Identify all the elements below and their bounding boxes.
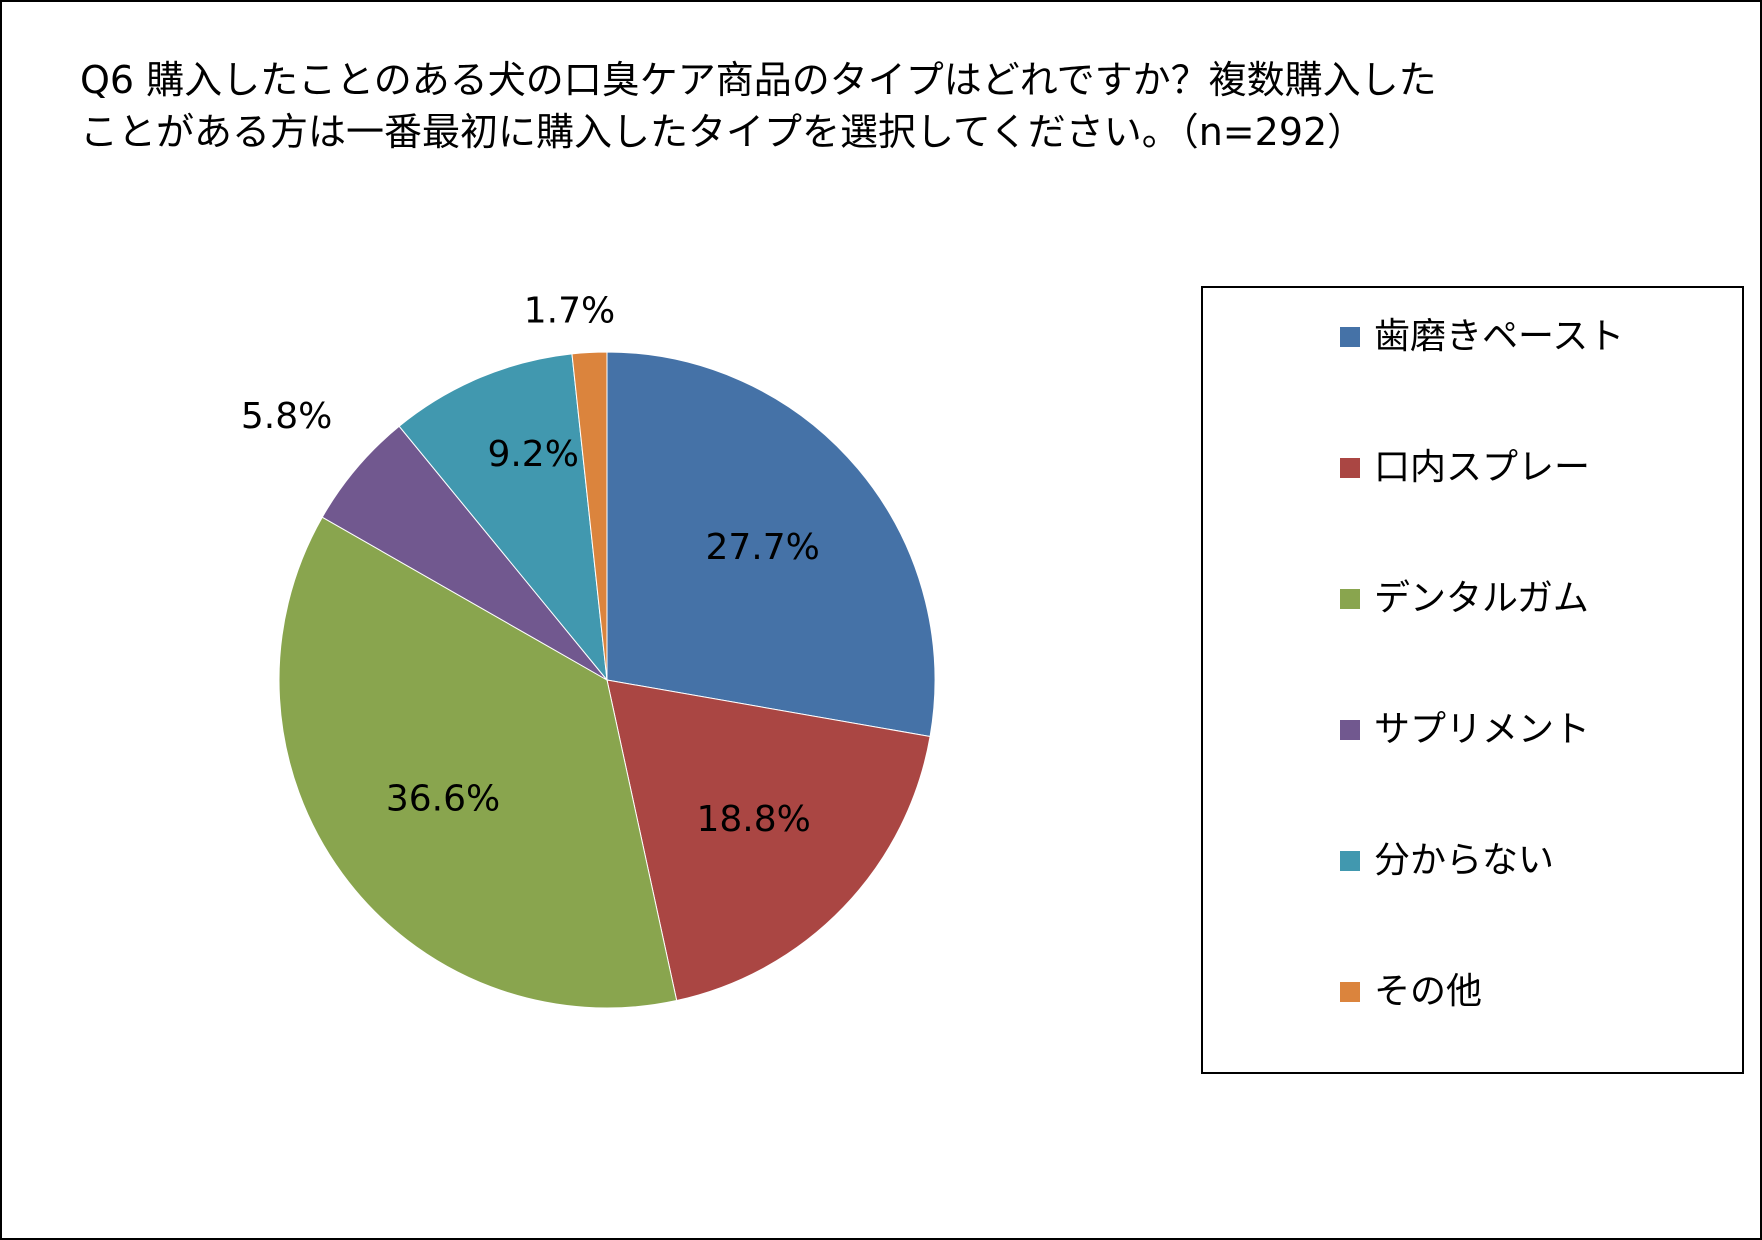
pie-data-label: 1.7% [524, 291, 615, 332]
legend-label: 歯磨きペースト [1374, 316, 1625, 357]
legend-item: 分からない [1340, 836, 1554, 886]
pie-slice [606, 679, 931, 1002]
chart-title: Q6 購入したことのある犬の口臭ケア商品のタイプはどれですか？複数購入した こと… [80, 54, 1580, 158]
legend-label: 分からない [1374, 840, 1555, 881]
pie-data-label: 36.6% [386, 778, 500, 819]
pie-slice [278, 516, 678, 1009]
legend-item: 歯磨きペースト [1340, 312, 1624, 362]
legend-label: デンタルガム [1374, 578, 1589, 619]
pie-data-label: 27.7% [706, 527, 820, 568]
pie-data-label: 5.8% [241, 396, 332, 437]
legend-swatch [1340, 589, 1360, 609]
pie-slice [571, 351, 608, 681]
legend-item: サプリメント [1340, 705, 1590, 755]
pie-data-label: 9.2% [487, 434, 578, 475]
pie-slice [606, 351, 936, 738]
legend-swatch [1340, 458, 1360, 478]
legend-swatch [1340, 851, 1360, 871]
legend-item: 口内スプレー [1340, 443, 1590, 493]
legend-label: その他 [1374, 971, 1483, 1012]
pie-slice [398, 353, 608, 682]
legend-swatch [1340, 720, 1360, 740]
pie-data-label: 18.8% [697, 799, 811, 840]
legend-item: その他 [1340, 967, 1482, 1017]
chart-title-line-2: ことがある方は一番最初に購入したタイプを選択してください。（n=292） [80, 110, 1366, 154]
pie-data-labels: 27.7% 18.8% 36.6% 5.8% 9.2% 1.7% [241, 291, 820, 840]
legend-label: 口内スプレー [1374, 447, 1591, 488]
chart-title-line-1: Q6 購入したことのある犬の口臭ケア商品のタイプはどれですか？複数購入した [80, 58, 1437, 102]
legend-label: サプリメント [1374, 709, 1591, 750]
legend: 歯磨きペースト 口内スプレー デンタルガム サプリメント 分からない その他 [1201, 286, 1744, 1074]
legend-swatch [1340, 327, 1360, 347]
legend-item: デンタルガム [1340, 574, 1589, 624]
pie-slices [278, 351, 936, 1009]
legend-swatch [1340, 982, 1360, 1002]
